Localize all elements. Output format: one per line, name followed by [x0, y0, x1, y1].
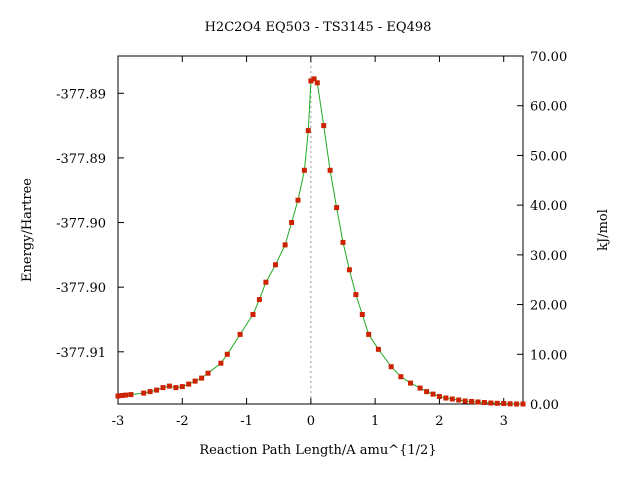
- data-point: [237, 331, 243, 337]
- right-tick-label: 10.00: [530, 348, 567, 363]
- x-axis-ticks: -3 -2 -1 0 1 2 3: [112, 56, 508, 429]
- data-point: [494, 400, 500, 406]
- x-tick-label: -2: [176, 414, 189, 429]
- data-point: [520, 401, 526, 407]
- right-tick-label: 0.00: [530, 398, 559, 413]
- data-point: [456, 397, 462, 403]
- x-axis-label: Reaction Path Length/A amu^{1/2}: [199, 443, 436, 458]
- energy-curve: [117, 78, 523, 405]
- data-point: [141, 390, 147, 396]
- data-point: [334, 205, 340, 211]
- right-tick-label: 30.00: [530, 249, 567, 264]
- data-point: [305, 128, 311, 134]
- data-point: [375, 346, 381, 352]
- data-point: [273, 262, 278, 268]
- x-tick-label: -3: [112, 414, 125, 429]
- data-point: [388, 364, 394, 370]
- data-point: [475, 399, 481, 405]
- data-point: [256, 297, 262, 303]
- left-tick-label: -377.89: [56, 87, 106, 102]
- data-point: [398, 374, 404, 380]
- data-point: [263, 279, 269, 285]
- data-point: [128, 392, 134, 398]
- right-tick-label: 20.00: [530, 299, 567, 314]
- data-point: [166, 383, 172, 389]
- plot-frame: [117, 55, 524, 405]
- right-axis-ticks: 0.00 10.00 20.00 30.00 40.00 50.00 60.00 70.00: [517, 50, 567, 413]
- left-tick-label: -377.89: [56, 152, 106, 167]
- data-point: [488, 400, 494, 406]
- data-point: [218, 360, 224, 366]
- right-tick-label: 50.00: [530, 149, 567, 164]
- data-point: [308, 78, 314, 84]
- data-point: [359, 312, 365, 317]
- data-point: [186, 381, 192, 387]
- data-point: [469, 399, 475, 404]
- data-point: [123, 392, 129, 398]
- left-axis-label: Energy/Hartree: [20, 178, 35, 282]
- data-point: [327, 167, 333, 173]
- data-point: [340, 239, 346, 245]
- data-points: [115, 76, 526, 407]
- data-point: [224, 351, 230, 357]
- data-point: [179, 384, 185, 390]
- data-point: [408, 380, 413, 386]
- data-point: [321, 123, 327, 129]
- chart-title: H2C2O4 EQ503 - TS3145 - EQ498: [205, 20, 432, 35]
- data-point: [147, 389, 153, 395]
- data-point: [192, 378, 198, 384]
- data-point: [205, 370, 211, 376]
- x-tick-label: 2: [435, 414, 443, 429]
- data-point: [173, 385, 179, 391]
- data-point: [430, 391, 436, 397]
- right-tick-label: 60.00: [530, 100, 567, 115]
- data-point: [119, 393, 125, 398]
- right-tick-label: 40.00: [530, 199, 567, 214]
- left-tick-label: -377.90: [56, 217, 106, 232]
- data-point: [160, 385, 166, 391]
- data-point: [115, 393, 121, 399]
- data-point: [436, 394, 442, 399]
- data-point: [501, 401, 507, 406]
- data-point: [199, 375, 205, 381]
- data-point: [282, 242, 288, 248]
- x-tick-label: -1: [240, 414, 253, 429]
- data-point: [507, 401, 513, 407]
- data-point: [301, 167, 307, 173]
- data-point: [481, 400, 487, 405]
- data-point: [295, 197, 301, 203]
- x-tick-label: 3: [500, 414, 508, 429]
- data-point: [289, 220, 295, 225]
- data-point: [346, 267, 352, 273]
- data-point: [366, 331, 372, 337]
- data-point: [311, 76, 317, 82]
- left-tick-label: -377.90: [56, 281, 106, 296]
- data-point: [417, 385, 423, 391]
- data-point: [314, 80, 320, 86]
- data-point: [443, 395, 449, 401]
- right-axis-label: kJ/mol: [596, 209, 611, 251]
- data-point: [514, 401, 520, 407]
- data-point: [462, 398, 468, 404]
- data-point: [353, 292, 359, 298]
- left-axis-ticks: -377.89 -377.89 -377.90 -377.90 -377.91: [56, 87, 124, 361]
- data-point: [449, 396, 455, 402]
- x-tick-label: 1: [371, 414, 379, 429]
- data-point: [154, 387, 160, 393]
- data-point: [424, 389, 430, 395]
- x-tick-label: 0: [307, 414, 315, 429]
- left-tick-label: -377.91: [56, 346, 106, 361]
- data-point: [250, 312, 256, 317]
- right-tick-label: 70.00: [530, 50, 567, 65]
